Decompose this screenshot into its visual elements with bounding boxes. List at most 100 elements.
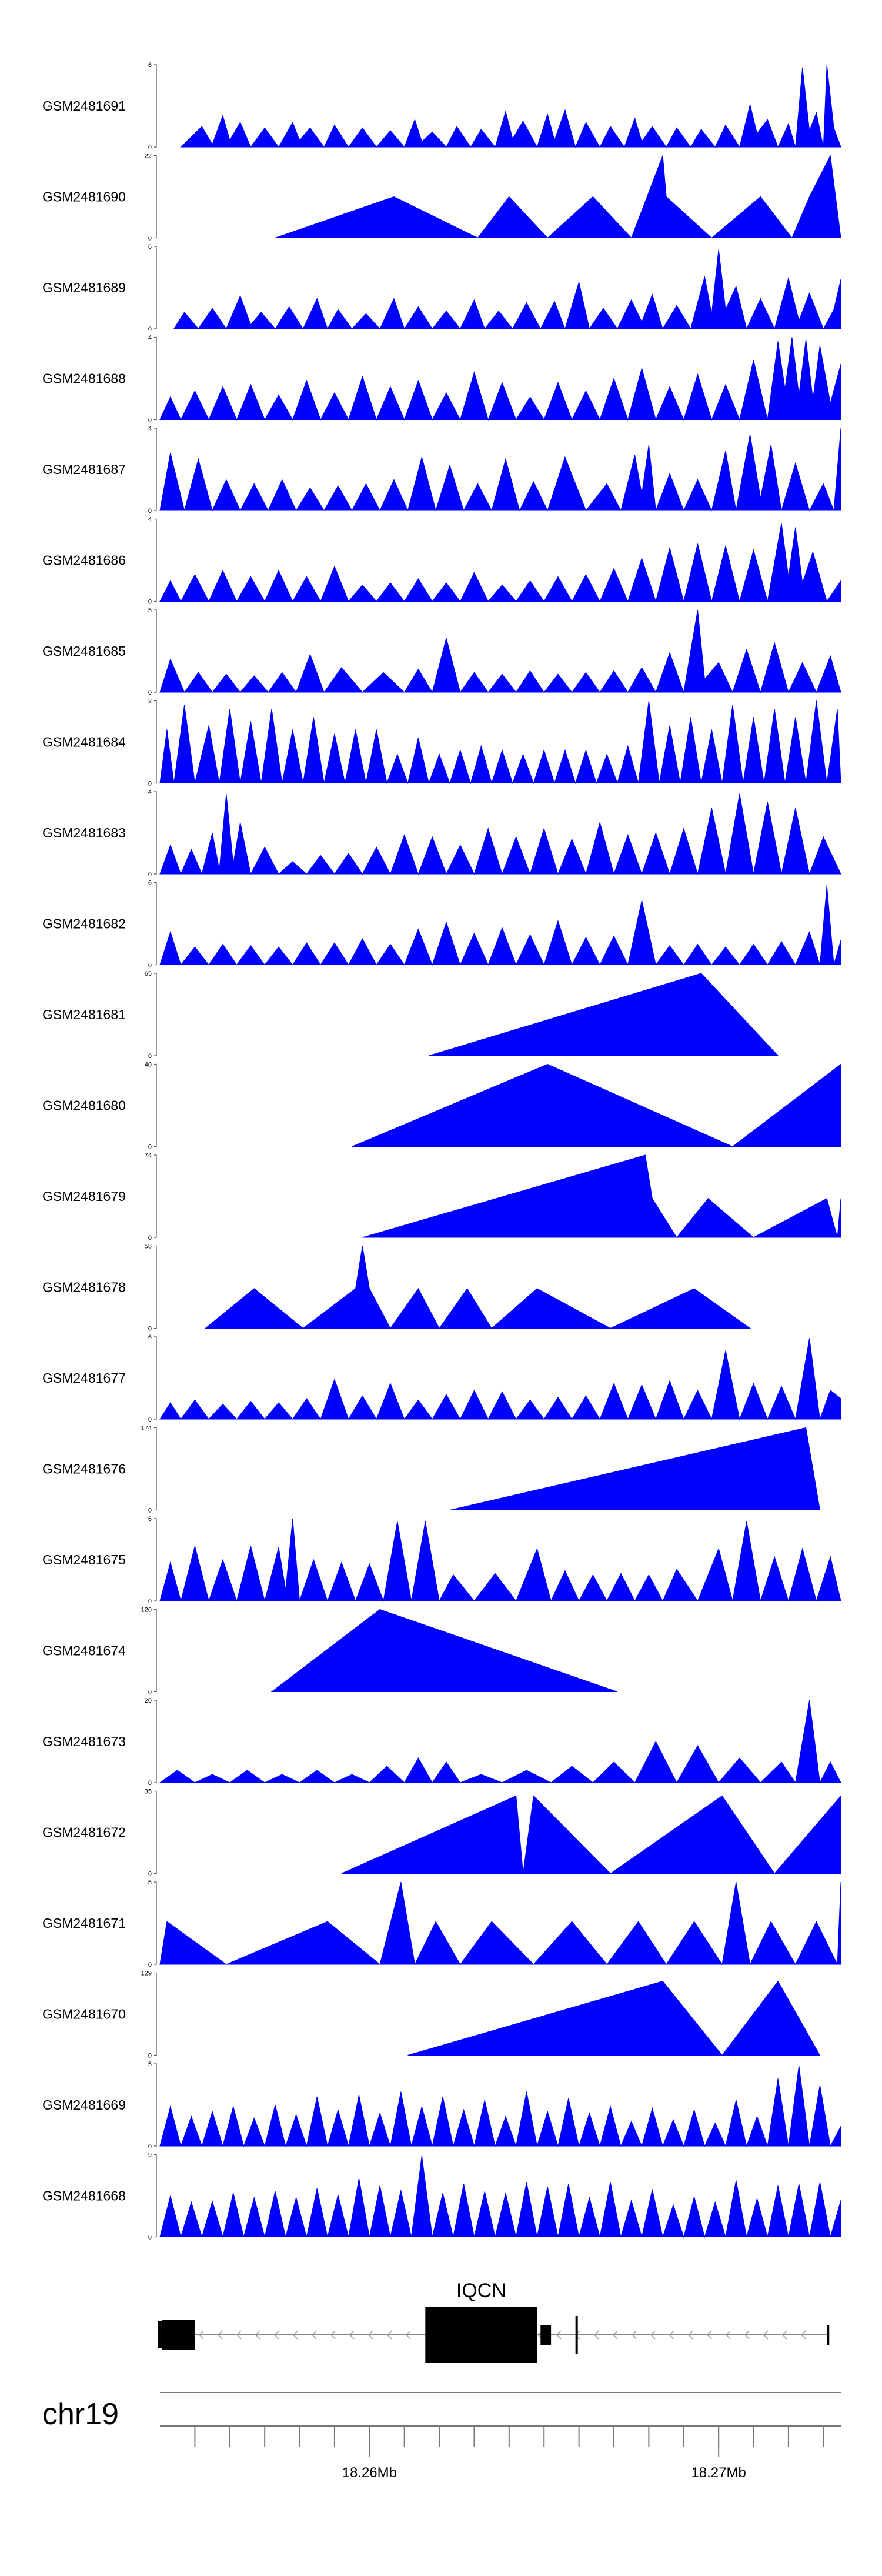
strand-arrow [273,2330,279,2340]
strand-arrow [255,2330,260,2340]
coverage-area [275,154,841,239]
track-GSM2481676: GSM2481676 174 0 [42,1425,820,1514]
track-label: GSM2481684 [42,735,126,750]
track-label: GSM2481679 [42,1189,126,1204]
strand-arrow [669,2330,674,2340]
y-axis-line [154,791,157,875]
track-label: GSM2481671 [42,1916,126,1931]
track-GSM2481677: GSM2481677 6 0 [42,1334,841,1423]
strand-arrow [311,2330,317,2340]
y-min-label: 0 [148,1961,152,1968]
strand-arrow [593,2330,599,2340]
track-GSM2481689: GSM2481689 6 0 [42,243,841,333]
y-axis-line [154,1063,157,1147]
y-axis-line [154,700,157,784]
strand-arrow [556,2330,562,2340]
track-label: GSM2481687 [42,462,126,477]
y-max-label: 35 [145,1788,152,1796]
track-label: GSM2481678 [42,1280,126,1295]
y-max-label: 65 [145,970,152,977]
track-label: GSM2481677 [42,1370,126,1386]
track-GSM2481681: GSM2481681 65 0 [42,970,779,1060]
y-axis-line [154,155,157,239]
chromosome-label: chr19 [42,2397,119,2431]
y-axis-line [154,2063,157,2147]
strand-arrow [781,2330,787,2340]
coverage-area [159,885,841,966]
track-label: GSM2481682 [42,916,126,932]
y-min-label: 0 [148,689,152,696]
coverage-area [159,2065,841,2147]
y-min-label: 0 [148,871,152,878]
exon-block [827,2325,830,2345]
y-axis-line [154,1154,157,1238]
coverage-area [204,1246,751,1329]
y-max-label: 20 [145,1697,152,1704]
y-max-label: 4 [148,335,152,342]
track-GSM2481674: GSM2481674 120 0 [42,1607,618,1696]
track-GSM2481679: GSM2481679 74 0 [42,1152,841,1242]
y-min-label: 0 [148,1507,152,1514]
strand-arrow [217,2330,223,2340]
y-min-label: 0 [148,326,152,333]
y-max-label: 4 [148,789,152,796]
track-GSM2481678: GSM2481678 58 0 [42,1243,751,1333]
strand-arrow [405,2330,411,2340]
y-max-label: 6 [148,62,152,69]
track-GSM2481672: GSM2481672 35 0 [42,1788,841,1878]
y-max-label: 2 [148,698,152,705]
track-GSM2481686: GSM2481686 4 0 [42,516,841,606]
strand-arrow [725,2330,731,2340]
genome-axis-track: chr19 18.26Mb 18.27Mb [42,2392,841,2481]
y-min-label: 0 [148,1598,152,1605]
track-label: GSM2481673 [42,1734,126,1749]
strand-arrow [236,2330,242,2340]
track-label: GSM2481689 [42,280,126,295]
coverage-area [159,1518,841,1602]
track-GSM2481675: GSM2481675 6 0 [42,1516,841,1605]
coverage-area [159,793,841,875]
y-min-label: 0 [148,1326,152,1333]
track-label: GSM2481675 [42,1552,126,1567]
y-max-label: 5 [148,1879,152,1886]
y-max-label: 4 [148,425,152,432]
strand-arrow [368,2330,373,2340]
y-max-label: 6 [148,1334,152,1341]
y-min-label: 0 [148,1416,152,1423]
track-label: GSM2481672 [42,1825,126,1840]
coverage-area [352,1063,841,1147]
y-max-label: 40 [145,1062,152,1069]
track-label: GSM2481691 [42,98,126,114]
track-GSM2481685: GSM2481685 5 0 [42,607,841,696]
coverage-area [180,64,841,148]
strand-arrow [706,2330,712,2340]
y-max-label: 6 [148,243,152,251]
y-axis-line [154,428,157,511]
track-label: GSM2481674 [42,1643,126,1659]
y-max-label: 129 [141,1970,152,1977]
track-GSM2481691: GSM2481691 6 0 [42,62,841,151]
y-min-label: 0 [148,2234,152,2241]
track-label: GSM2481676 [42,1461,126,1477]
track-GSM2481671: GSM2481671 5 0 [42,1879,841,1968]
coverage-area [159,523,841,603]
strand-arrow [650,2330,656,2340]
track-GSM2481682: GSM2481682 6 0 [42,880,841,969]
strand-arrow [349,2330,355,2340]
y-max-label: 4 [148,516,152,523]
track-GSM2481684: GSM2481684 2 0 [42,698,841,788]
y-min-label: 0 [148,1053,152,1060]
y-axis-line [154,336,157,421]
strand-arrow [612,2330,618,2340]
track-GSM2481687: GSM2481687 4 0 [42,425,841,515]
exon-block [158,2321,162,2348]
y-min-label: 0 [148,1689,152,1696]
y-axis-line [154,1336,157,1420]
y-axis-line [154,1700,157,1783]
gene-model-track: IQCN [158,2280,830,2363]
track-label: GSM2481685 [42,643,126,659]
y-min-label: 0 [148,1234,152,1242]
strand-arrow [631,2330,637,2340]
strand-arrow [763,2330,769,2340]
